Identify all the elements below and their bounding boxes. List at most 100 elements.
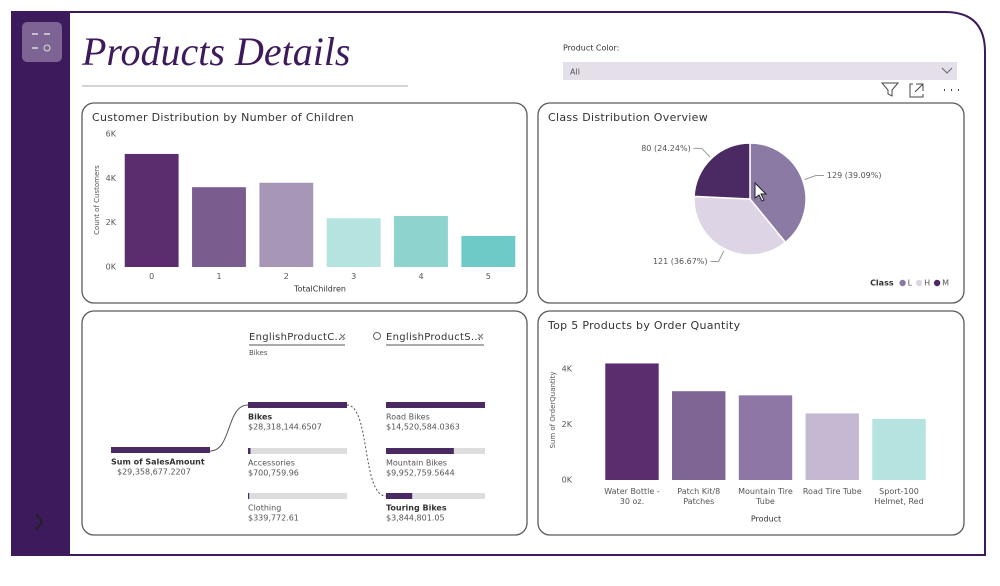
page-title: Products Details — [81, 29, 351, 74]
menu-icon[interactable] — [22, 22, 62, 62]
slicer-label: Product Color: — [563, 44, 619, 53]
leader-line — [710, 250, 725, 263]
side-bar — [12, 12, 70, 555]
node-bar — [386, 402, 485, 408]
focus-icon[interactable] — [909, 83, 924, 98]
node-bar-track — [248, 448, 347, 454]
legend-swatch — [915, 279, 923, 287]
pie-slice — [693, 142, 751, 200]
x-tick-label: 0 — [149, 272, 155, 281]
node-name: Road Bikes — [386, 413, 430, 422]
node-name: Mountain Bikes — [386, 459, 447, 468]
bar — [805, 413, 859, 480]
node-bar — [386, 448, 454, 454]
y-tick-label: 2K — [562, 420, 573, 429]
node-bar — [248, 402, 347, 408]
level-header: EnglishProductC... — [249, 332, 345, 343]
x-tick-label: Sport-100 Helmet, Red — [874, 487, 924, 506]
data-label: 80 (24.24%) — [641, 144, 690, 153]
x-tick-label-box: 5 — [486, 272, 491, 281]
bar — [461, 235, 516, 267]
y-tick-label: 0K — [106, 263, 117, 272]
bar — [192, 187, 246, 267]
legend-label: H — [924, 279, 930, 288]
y-tick-label: 4K — [562, 365, 573, 374]
data-label: 129 (39.09%) — [827, 171, 882, 180]
legend-title: Class — [870, 279, 894, 288]
node-value: $700,759.96 — [248, 469, 299, 478]
legend-swatch — [899, 279, 906, 287]
y-axis-label: Count of Customers — [93, 165, 101, 235]
node-bar — [248, 493, 250, 499]
x-tick-label-box: 1 — [216, 272, 222, 281]
x-tick-label-box: 4 — [418, 272, 424, 281]
x-tick-label: 4 — [418, 272, 424, 281]
x-tick-label: Patch Kit/8 Patches — [677, 487, 721, 506]
chart-title: Top 5 Products by Order Quantity — [547, 319, 741, 332]
filter-icon[interactable] — [880, 82, 900, 97]
slicer-dropdown[interactable] — [563, 62, 957, 80]
node-name: Sum of SalesAmount — [111, 458, 205, 467]
node-bar — [386, 493, 413, 499]
bar — [605, 363, 659, 480]
node-name: Clothing — [248, 504, 281, 513]
x-tick-label-box: Sport-100 Helmet, Red — [874, 487, 924, 506]
chart-title: Customer Distribution by Number of Child… — [92, 111, 354, 124]
legend-label: L — [908, 279, 913, 288]
level-selection: Bikes — [249, 349, 268, 357]
x-tick-label: 2 — [283, 272, 289, 281]
bar — [326, 218, 381, 267]
bar — [394, 216, 448, 267]
x-tick-label-box: Mountain Tire Tube — [738, 487, 793, 506]
y-axis-label: Sum of OrderQuantity — [549, 371, 557, 448]
tree-connector — [346, 404, 387, 497]
cursor — [754, 181, 768, 202]
data-label: 121 (36.67%) — [653, 257, 708, 266]
slicer-value: All — [570, 68, 580, 77]
dropdown-arrow — [941, 67, 953, 74]
y-tick-label: 6K — [106, 130, 117, 139]
node-bar-track — [248, 493, 347, 499]
node-bar-track — [386, 493, 485, 499]
leader-line — [693, 147, 711, 158]
x-tick-label-box: 2 — [283, 272, 289, 281]
y-tick-label: 4K — [106, 174, 117, 183]
x-tick-label-box: 3 — [351, 272, 357, 281]
node-value: $339,772.61 — [248, 514, 299, 523]
bar — [738, 395, 793, 480]
leader-line — [804, 174, 824, 180]
y-tick-label: 0K — [562, 476, 573, 485]
pie-slice — [749, 142, 807, 244]
menu-icon-glyph — [32, 33, 50, 49]
insight-icon — [373, 332, 381, 340]
x-tick-label: 1 — [216, 272, 222, 281]
tree-connector — [209, 404, 249, 452]
chart-title: Class Distribution Overview — [548, 111, 708, 124]
node-value: $14,520,584.0363 — [386, 423, 460, 432]
close-icon[interactable] — [339, 333, 346, 340]
node-bar — [111, 447, 210, 453]
x-axis-label: TotalChildren — [293, 285, 346, 294]
node-value: $9,952,759.5644 — [386, 469, 455, 478]
panel — [81, 310, 528, 536]
bar — [124, 153, 179, 267]
node-name: Accessories — [248, 459, 295, 468]
pie-slice — [693, 195, 787, 256]
bar — [672, 391, 726, 480]
node-bar — [248, 448, 251, 454]
x-tick-label: 3 — [351, 272, 357, 281]
y-tick-label: 2K — [106, 218, 117, 227]
x-tick-label-box: 0 — [149, 272, 155, 281]
bar — [872, 418, 926, 480]
x-tick-label: Water Bottle - 30 oz. — [604, 487, 660, 506]
bar — [259, 182, 314, 267]
close-icon[interactable] — [477, 333, 484, 340]
x-tick-label: Road Tire Tube — [802, 487, 862, 496]
x-tick-label-box: Road Tire Tube — [802, 487, 862, 496]
node-name: Touring Bikes — [386, 504, 447, 513]
x-tick-label: Mountain Tire Tube — [738, 487, 793, 506]
x-tick-label-box: Patch Kit/8 Patches — [677, 487, 721, 506]
menu-icon-glyph — [43, 44, 51, 52]
expand-arrow[interactable] — [35, 513, 44, 531]
